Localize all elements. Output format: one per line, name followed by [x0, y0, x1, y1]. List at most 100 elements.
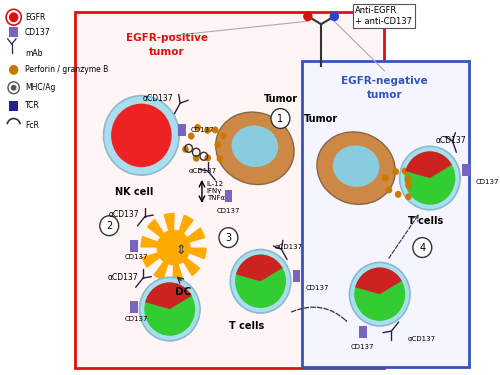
Circle shape	[350, 262, 410, 326]
Text: CD137: CD137	[476, 179, 499, 185]
FancyArrowPatch shape	[292, 307, 346, 321]
Text: αCD137: αCD137	[408, 336, 436, 342]
Circle shape	[214, 141, 221, 148]
Bar	[75, 12, 384, 368]
Circle shape	[382, 174, 389, 181]
Circle shape	[402, 168, 408, 174]
Wedge shape	[145, 282, 192, 309]
Bar	[9, 27, 18, 37]
Circle shape	[182, 146, 189, 153]
Circle shape	[9, 12, 18, 22]
Ellipse shape	[333, 146, 380, 187]
Wedge shape	[147, 219, 174, 248]
Circle shape	[11, 85, 16, 91]
Wedge shape	[140, 236, 173, 248]
Text: 1: 1	[278, 114, 283, 123]
Circle shape	[212, 126, 218, 134]
Circle shape	[100, 216, 118, 236]
Text: 2: 2	[106, 221, 112, 231]
Wedge shape	[406, 152, 452, 178]
Text: tumor: tumor	[149, 47, 184, 57]
Circle shape	[204, 154, 211, 161]
Bar	[178, 124, 186, 136]
Circle shape	[413, 238, 432, 258]
Bar	[302, 61, 468, 367]
Text: EGFR: EGFR	[25, 13, 46, 22]
Circle shape	[392, 168, 399, 175]
Text: αCD137: αCD137	[107, 273, 138, 282]
Circle shape	[140, 278, 200, 341]
Bar	[462, 164, 469, 176]
Text: 3: 3	[226, 232, 232, 243]
Bar	[359, 326, 366, 338]
Text: DC: DC	[175, 287, 191, 297]
Wedge shape	[174, 248, 201, 276]
Text: mAb: mAb	[25, 48, 42, 57]
Text: αCD137: αCD137	[143, 94, 174, 103]
Wedge shape	[142, 248, 174, 268]
Ellipse shape	[232, 126, 278, 167]
Text: EGFR-negative: EGFR-negative	[341, 76, 428, 86]
Text: Anti-EGFR
+ anti-CD137: Anti-EGFR + anti-CD137	[355, 6, 412, 26]
Circle shape	[219, 228, 238, 248]
Text: CD137: CD137	[190, 128, 214, 134]
Circle shape	[144, 282, 195, 336]
Circle shape	[400, 146, 460, 210]
Text: Tumor: Tumor	[304, 114, 338, 123]
Text: CD137: CD137	[216, 208, 240, 214]
Circle shape	[386, 186, 392, 194]
Text: NK cell: NK cell	[114, 187, 153, 197]
Wedge shape	[174, 227, 206, 248]
Circle shape	[354, 267, 405, 321]
Wedge shape	[164, 213, 174, 248]
Circle shape	[111, 104, 172, 167]
Text: FcR: FcR	[25, 121, 39, 130]
Bar	[224, 190, 232, 202]
Text: Perforin / granzyme B: Perforin / granzyme B	[25, 65, 108, 74]
Circle shape	[216, 155, 223, 162]
Circle shape	[406, 182, 412, 189]
Text: CD137: CD137	[306, 285, 330, 291]
Text: αCD137: αCD137	[189, 168, 217, 174]
Text: αCD137: αCD137	[109, 210, 140, 219]
Text: CD137: CD137	[351, 344, 374, 350]
Text: 4: 4	[419, 243, 426, 252]
Wedge shape	[236, 255, 282, 281]
Circle shape	[303, 11, 312, 21]
Text: tumor: tumor	[366, 90, 402, 100]
Ellipse shape	[216, 112, 294, 184]
Circle shape	[330, 11, 339, 21]
Circle shape	[104, 96, 179, 175]
Circle shape	[405, 193, 411, 200]
Wedge shape	[172, 248, 184, 282]
Text: αCD137: αCD137	[275, 244, 303, 250]
Text: IL-12
IFNγ
TNFα: IL-12 IFNγ TNFα	[206, 181, 225, 201]
Text: CD137: CD137	[25, 28, 50, 37]
Text: T cells: T cells	[229, 321, 264, 331]
Wedge shape	[174, 214, 194, 248]
Wedge shape	[355, 267, 402, 294]
Circle shape	[235, 255, 286, 308]
Text: αCD137: αCD137	[436, 136, 466, 146]
Circle shape	[188, 133, 194, 140]
Text: Tumor: Tumor	[264, 94, 298, 104]
Text: ⇕: ⇕	[176, 244, 186, 257]
Text: T cells: T cells	[408, 216, 443, 226]
Bar	[9, 100, 18, 111]
Circle shape	[193, 155, 200, 162]
Circle shape	[9, 65, 18, 75]
Text: EGFR-positive: EGFR-positive	[126, 33, 208, 43]
Text: MHC/Ag: MHC/Ag	[25, 83, 56, 92]
Text: CD137: CD137	[124, 255, 148, 261]
Circle shape	[405, 176, 411, 183]
Circle shape	[194, 124, 201, 131]
Bar	[292, 270, 300, 282]
Circle shape	[395, 191, 402, 198]
Circle shape	[230, 249, 291, 313]
Circle shape	[271, 109, 290, 129]
Circle shape	[156, 230, 190, 266]
Wedge shape	[174, 248, 206, 259]
Wedge shape	[153, 248, 174, 280]
Bar	[130, 301, 138, 313]
Circle shape	[404, 152, 456, 205]
